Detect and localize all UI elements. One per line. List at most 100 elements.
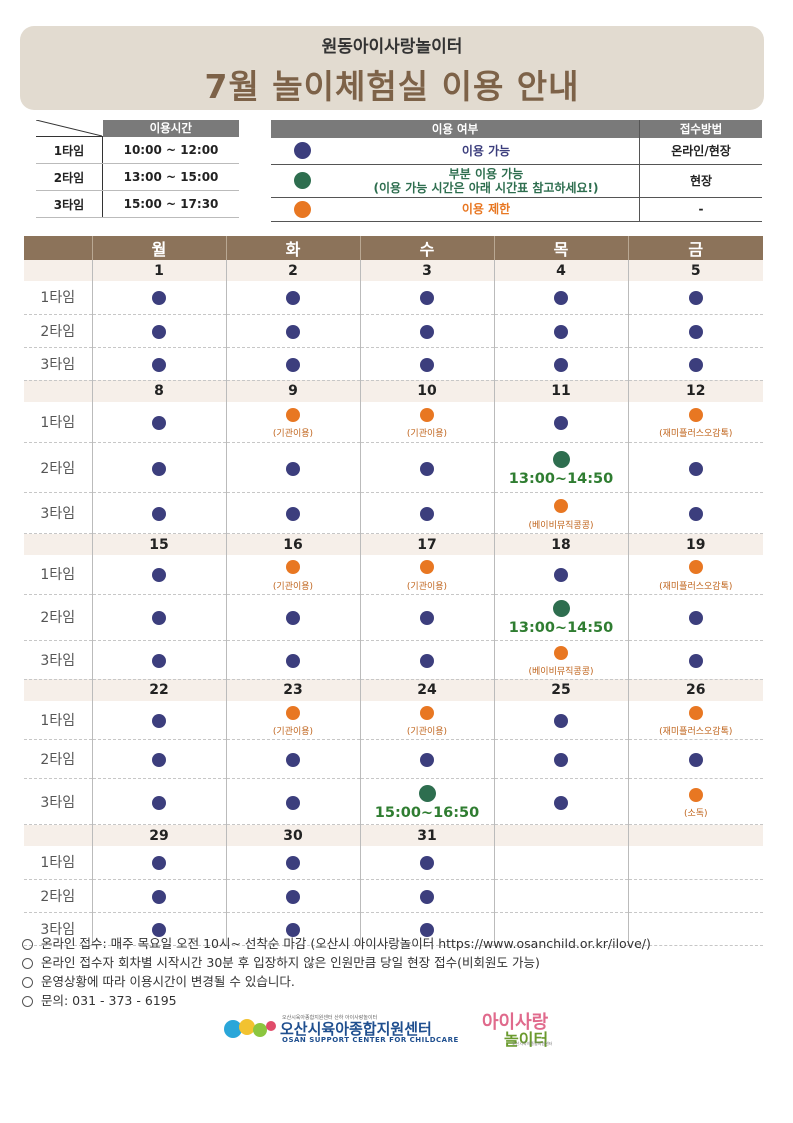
playground-logo-bottom: 놀이터 — [504, 1030, 549, 1049]
slot-cell — [627, 314, 763, 348]
legend-method: 현장 — [639, 164, 762, 198]
slot-row-label: 1타임 — [24, 281, 92, 315]
restricted-dot-icon — [286, 407, 300, 422]
available-dot-icon — [286, 324, 300, 339]
slot-cell — [493, 879, 628, 913]
legend-dot-cell — [271, 138, 333, 165]
slot-row-label: 2타임 — [24, 739, 92, 779]
note-text: 온라인 접수자 회차별 시작시간 30분 후 입장하지 않은 인원만큼 당일 현… — [41, 955, 540, 970]
day-header: 금 — [628, 236, 763, 260]
date-row-corner — [24, 380, 92, 402]
slot-cell — [225, 594, 360, 641]
logo-center-name: 오산시육아종합지원센터 — [280, 1020, 432, 1038]
restricted-dot-icon — [688, 705, 703, 720]
date-cell — [627, 824, 763, 846]
slot-note: (베이비뮤직콩콩) — [528, 667, 594, 677]
available-dot-icon — [554, 753, 568, 767]
date-cell: 12 — [627, 380, 763, 402]
date-cell: 11 — [493, 380, 628, 402]
note-text: 운영상황에 따라 이용시간이 변경될 수 있습니다. — [41, 974, 295, 989]
slot-row: 1타임 (기관이용) (기관이용) (재미플러스오감톡) — [24, 700, 763, 740]
slot-row-label: 1타임 — [24, 401, 92, 443]
slot-cell — [359, 281, 494, 315]
slot-cell — [91, 314, 226, 348]
partial-time-text: 13:00~14:50 — [508, 470, 614, 487]
calendar-day-header-row: 월 화 수 목 금 — [24, 236, 763, 260]
available-dot-icon — [152, 889, 166, 904]
available-dot-icon — [286, 357, 300, 372]
calendar-table: 월 화 수 목 금 1 2 3 4 5 1타임 2타임 3타임 8 9 10 11 12 1타임 (기관이용… — [24, 236, 763, 946]
date-cell: 31 — [359, 824, 494, 846]
available-dot-icon — [554, 795, 568, 810]
available-dot-icon — [152, 611, 166, 625]
available-dot-icon — [554, 568, 568, 583]
slot-cell: (재미플러스오감톡) — [627, 700, 763, 740]
partial-dot-icon — [418, 784, 436, 802]
date-row: 29 30 31 — [24, 824, 763, 846]
slot-cell — [91, 555, 226, 595]
corner-cell — [24, 236, 93, 260]
slot-cell: (베이비뮤직콩콩) — [493, 492, 628, 534]
slot-row: 3타임 — [24, 347, 763, 381]
notes-list: 온라인 접수: 매주 목요일 오전 10시~ 선착순 마감 (오산시 아이사랑놀… — [22, 934, 651, 1010]
slot-cell — [493, 739, 628, 779]
note-item: 문의: 031 - 373 - 6195 — [22, 991, 651, 1010]
slot-label: 3타임 — [36, 190, 103, 218]
legend-label: 이용 가능 — [461, 143, 511, 158]
slot-cell — [493, 555, 628, 595]
available-dot-icon — [152, 415, 166, 430]
slot-row: 3타임 (베이비뮤직콩콩) — [24, 492, 763, 534]
slot-cell — [225, 347, 360, 381]
date-cell: 9 — [225, 380, 360, 402]
slot-row: 3타임 15:00~16:50 (소독) — [24, 778, 763, 825]
date-cell: 8 — [91, 380, 226, 402]
slot-cell: (기관이용) — [225, 555, 360, 595]
legend-method: 온라인/현장 — [639, 138, 762, 165]
slot-row-label: 1타임 — [24, 555, 92, 595]
slot-row: 1타임 — [24, 281, 763, 315]
slot-label: 1타임 — [36, 136, 103, 164]
available-dot-icon — [420, 753, 434, 767]
legend-header-use: 이용 여부 — [271, 120, 640, 138]
available-dot-icon — [554, 291, 568, 306]
slot-cell — [493, 347, 628, 381]
restricted-dot-icon — [688, 787, 703, 802]
available-dot-icon — [420, 461, 434, 476]
slot-cell — [627, 739, 763, 779]
available-dot-icon — [286, 461, 300, 476]
slot-cell — [91, 640, 226, 680]
restricted-dot-icon — [286, 705, 300, 720]
slot-row-label: 2타임 — [24, 879, 92, 913]
slot-row-label: 3타임 — [24, 492, 92, 534]
restricted-dot-icon — [554, 499, 568, 513]
slot-cell — [493, 778, 628, 825]
date-cell: 1 — [91, 260, 226, 281]
slot-cell: (소독) — [627, 778, 763, 825]
available-dot-icon — [688, 357, 703, 372]
available-dot-icon — [688, 753, 703, 767]
playground-logo-caption: 오산시육아종합지원센터 — [512, 1041, 553, 1046]
legend-text-available: 이용 가능 — [333, 138, 640, 165]
slot-cell — [359, 879, 494, 913]
date-cell: 23 — [225, 679, 360, 701]
available-dot-icon — [286, 922, 300, 937]
center-subtitle: 원동아이사랑놀이터 — [321, 37, 463, 57]
available-dot-icon — [554, 324, 568, 339]
date-cell: 19 — [627, 533, 763, 555]
date-cell: 24 — [359, 679, 494, 701]
slot-row: 2타임 13:00~14:50 — [24, 594, 763, 641]
available-dot-icon — [286, 507, 300, 521]
available-dot-icon — [688, 324, 703, 339]
legend-header-method: 접수방법 — [639, 120, 762, 138]
slot-note: (기관이용) — [406, 429, 448, 440]
available-dot-icon — [420, 324, 434, 339]
day-header: 목 — [494, 236, 629, 260]
slot-note: (재미플러스오감톡) — [659, 429, 733, 440]
legend-label: 부분 이용 가능 — [448, 166, 524, 181]
partial-time-text: 13:00~14:50 — [508, 620, 614, 636]
restricted-dot-icon — [688, 560, 703, 575]
slot-cell: 13:00~14:50 — [493, 594, 628, 641]
slot-cell — [91, 879, 226, 913]
legend-dot-cell — [271, 164, 333, 198]
